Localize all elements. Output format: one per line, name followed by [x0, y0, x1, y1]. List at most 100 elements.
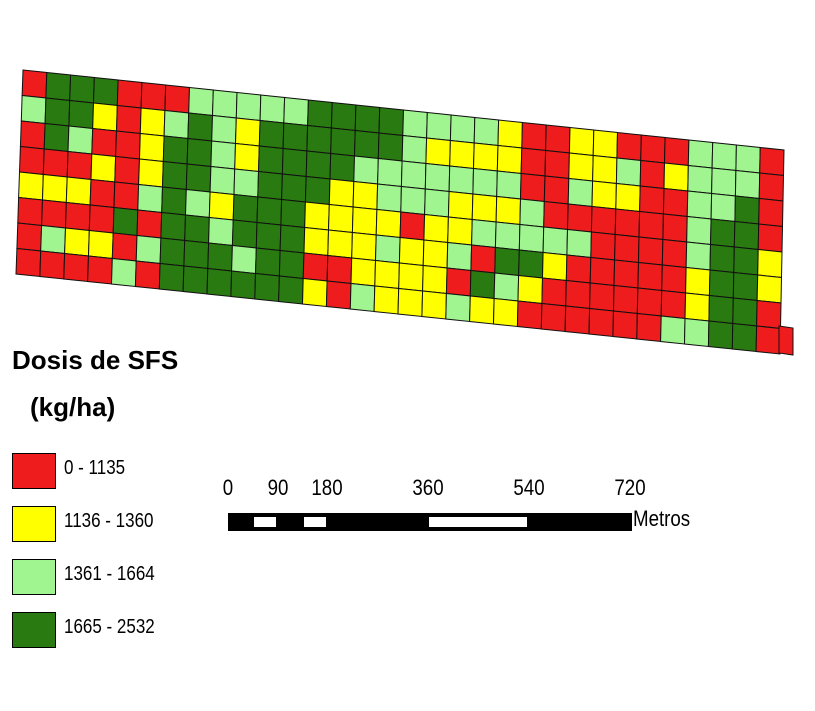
- field-cell: [325, 280, 352, 310]
- field-cell: [188, 86, 214, 117]
- field-cell: [660, 289, 687, 320]
- scale-tick-label: 0: [222, 475, 234, 500]
- field-cell: [710, 192, 736, 223]
- field-cell: [282, 122, 309, 152]
- field-cell: [301, 277, 328, 308]
- field-cell: [374, 234, 401, 264]
- field-cell: [162, 135, 189, 165]
- field-cell: [471, 218, 497, 249]
- field-cell: [469, 295, 495, 325]
- field-cell: [588, 307, 615, 338]
- field-cell: [184, 188, 211, 219]
- field-cell: [230, 270, 257, 300]
- field-cell: [208, 191, 235, 221]
- field-cell: [206, 267, 233, 298]
- field-cell: [687, 164, 713, 195]
- field-cell: [235, 91, 262, 122]
- field-cell: [757, 223, 784, 253]
- field-cell: [400, 160, 427, 190]
- field-cell: [377, 157, 403, 188]
- field-cell: [402, 109, 428, 139]
- field-cell: [424, 162, 451, 193]
- scale-bar: [228, 513, 632, 531]
- field-cell: [686, 215, 712, 246]
- field-cell: [615, 157, 642, 187]
- field-cell: [373, 285, 400, 315]
- field-cell: [353, 155, 379, 185]
- scale-tick-label: 360: [412, 475, 444, 500]
- field-cell: [182, 265, 209, 295]
- field-cell: [257, 145, 284, 175]
- field-cell: [421, 290, 447, 320]
- field-cell: [233, 168, 260, 198]
- field-cell: [186, 137, 213, 168]
- field-cell: [378, 106, 405, 137]
- field-cell: [231, 244, 257, 275]
- field-cell: [327, 229, 353, 259]
- field-cell: [519, 172, 546, 203]
- field-cell: [591, 180, 617, 210]
- field-cell: [564, 305, 591, 335]
- field-cell: [545, 124, 571, 154]
- field-cell: [91, 127, 118, 158]
- field-cell: [259, 94, 286, 124]
- field-cell: [540, 302, 567, 333]
- field-cell: [448, 165, 475, 195]
- legend-swatch-red: [12, 453, 56, 489]
- field-cell: [350, 257, 377, 287]
- field-cell: [469, 269, 496, 300]
- field-cell: [612, 310, 638, 340]
- scale-unit-label: Metros: [633, 506, 691, 531]
- field-cell: [161, 186, 187, 216]
- field-cell: [161, 160, 188, 191]
- field-cell: [445, 267, 472, 297]
- field-cell: [16, 222, 43, 252]
- field-cell: [521, 121, 547, 152]
- field-cell: [423, 213, 449, 244]
- field-cell: [589, 256, 616, 287]
- field-cell: [138, 132, 165, 163]
- field-cell: [447, 216, 473, 246]
- field-cell: [732, 297, 758, 327]
- field-cell: [211, 89, 238, 119]
- field-cell: [158, 262, 185, 293]
- field-cell: [731, 322, 758, 353]
- field-cell: [139, 107, 166, 137]
- field-cell: [637, 236, 664, 266]
- field-cell: [541, 251, 568, 282]
- legend-swatch-lightgreen: [12, 559, 56, 595]
- field-cell: [449, 139, 475, 170]
- field-cell: [375, 208, 402, 239]
- field-cell: [709, 243, 735, 274]
- field-cell: [92, 76, 119, 107]
- field-cell: [115, 130, 141, 160]
- field-cell: [326, 254, 353, 285]
- field-cell: [110, 257, 137, 288]
- field-cell: [21, 69, 48, 99]
- field-cell: [258, 119, 285, 150]
- field-cell: [88, 204, 115, 234]
- field-cell: [685, 266, 711, 297]
- field-cell: [112, 206, 139, 237]
- field-cell: [183, 239, 210, 270]
- field-cell: [496, 144, 523, 175]
- field-cell: [615, 182, 641, 213]
- field-cell: [64, 227, 90, 257]
- field-cell: [136, 209, 163, 239]
- field-cell: [519, 198, 545, 228]
- field-cell: [281, 147, 308, 178]
- field-cell: [592, 154, 618, 185]
- field-cell: [662, 213, 688, 243]
- field-cell: [449, 114, 476, 144]
- field-cell: [735, 144, 761, 174]
- field-cell: [661, 264, 687, 294]
- field-cell: [494, 246, 520, 277]
- field-cell: [164, 84, 191, 114]
- scale-tick-label: 540: [513, 475, 545, 500]
- field-cell: [616, 131, 642, 162]
- field-cell: [493, 272, 520, 302]
- field-cell: [352, 180, 379, 211]
- legend-label: 1136 - 1360: [64, 510, 154, 532]
- field-cells: [15, 69, 785, 355]
- field-cell: [304, 201, 330, 231]
